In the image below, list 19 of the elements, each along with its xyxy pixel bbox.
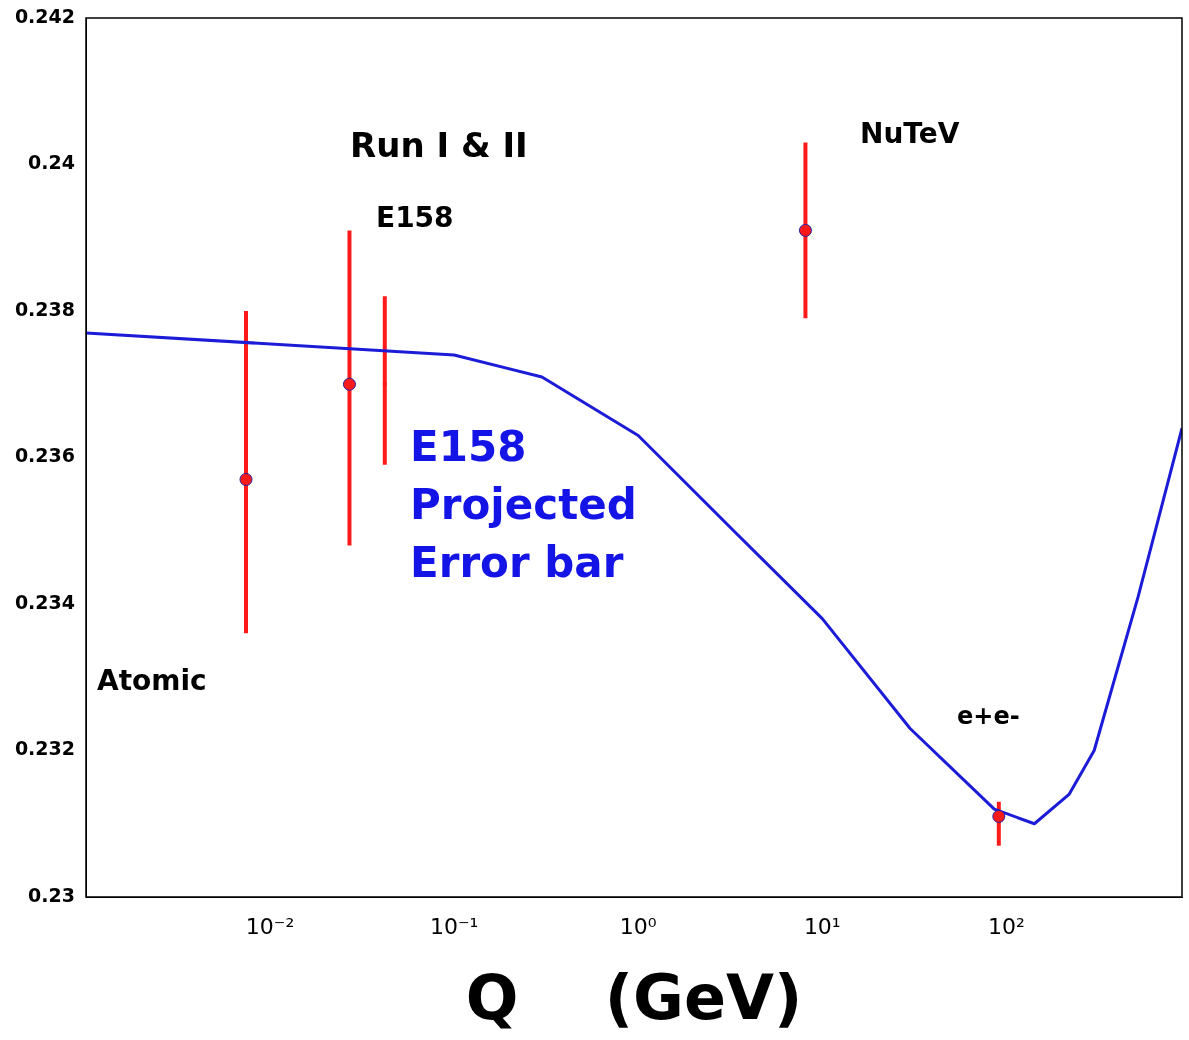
- annotation: e+e-: [957, 702, 1020, 731]
- x-tick-label: 10⁰: [619, 913, 657, 939]
- annotation: NuTeV: [860, 117, 960, 151]
- y-tick-label: 0.24: [28, 151, 75, 174]
- annotation: E158: [376, 201, 454, 235]
- x-tick-label: 10⁻²: [245, 913, 295, 939]
- x-tick-label: 10²: [987, 913, 1025, 939]
- y-tick-label: 0.236: [14, 444, 75, 467]
- x-axis-title: Q (GeV): [465, 960, 803, 1034]
- annotation: Run I & II: [350, 124, 528, 165]
- x-tick-label: 10¹: [803, 913, 841, 939]
- annotation: E158 Projected Error bar: [410, 421, 637, 587]
- y-tick-label: 0.234: [14, 590, 75, 613]
- y-tick-label: 0.238: [14, 297, 75, 320]
- y-tick-label: 0.232: [14, 737, 75, 760]
- y-tick-label: 0.23: [28, 883, 75, 906]
- x-tick-label: 10⁻¹: [429, 913, 479, 939]
- annotation: Atomic: [97, 664, 207, 698]
- y-tick-label: 0.242: [14, 4, 75, 27]
